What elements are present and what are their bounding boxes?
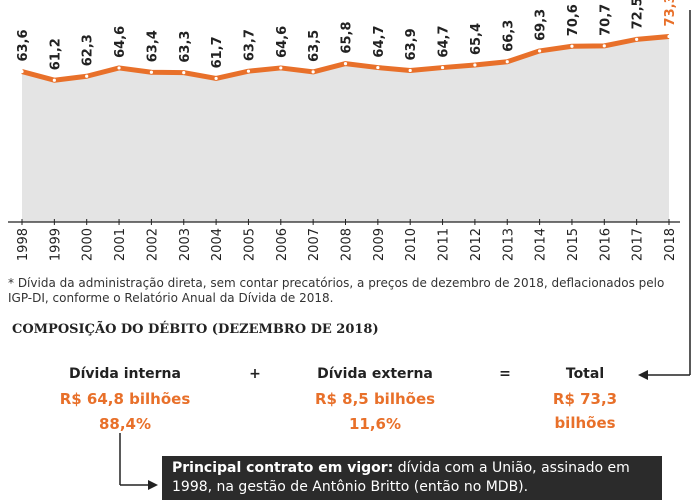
- x-tick-label: 2011: [437, 228, 452, 261]
- value-label: 73,3: [663, 0, 678, 26]
- footnote: * Dívida da administração direta, sem co…: [8, 276, 665, 305]
- value-label: 70,7: [598, 4, 613, 36]
- x-tick-label: 2001: [113, 228, 128, 261]
- label: Dívida interna: [69, 366, 181, 382]
- x-tick-label: 2005: [242, 228, 257, 261]
- x-tick-label: 2015: [566, 228, 581, 261]
- point: [311, 70, 315, 74]
- value-label: 64,7: [372, 25, 387, 57]
- share: 11,6%: [348, 415, 402, 433]
- point: [279, 66, 283, 70]
- point: [473, 63, 477, 67]
- value-label: 64,6: [113, 26, 128, 58]
- value-label: 63,3: [178, 31, 193, 63]
- x-tick-label: 2003: [178, 228, 193, 261]
- note-box: Principal contrato em vigor: dívida com …: [162, 456, 662, 500]
- point: [20, 69, 24, 74]
- plot: 63,6 1998 61,2 1999 62,3 2000 64,6 2001 63,4 2002…: [8, 0, 680, 261]
- value-label: 66,3: [501, 20, 516, 52]
- value-label: 63,4: [145, 30, 160, 62]
- value-label: 70,6: [566, 4, 581, 36]
- x-tick-label: 2008: [340, 228, 355, 261]
- arrow-head: [638, 370, 648, 380]
- point: [440, 65, 445, 70]
- value-label: 63,6: [16, 29, 31, 61]
- point: [246, 69, 251, 73]
- value-label: 63,9: [404, 28, 419, 60]
- value-label: 63,7: [242, 29, 257, 61]
- x-tick-label: 2002: [145, 228, 160, 261]
- value-label: 72,5: [631, 0, 646, 29]
- x-tick-label: 2017: [631, 228, 646, 261]
- value-label: 64,7: [437, 25, 452, 57]
- point: [117, 66, 121, 70]
- point: [149, 70, 153, 74]
- operator: =: [499, 366, 511, 382]
- x-tick-label: 2006: [275, 228, 290, 261]
- value-label: 62,3: [81, 34, 96, 66]
- note-lead: Principal contrato em vigor:: [172, 460, 394, 476]
- point: [635, 37, 639, 41]
- amount: R$ 8,5 bilhões: [314, 390, 436, 408]
- value-label: 61,7: [210, 36, 225, 68]
- x-tick-label: 2012: [469, 228, 484, 261]
- x-tick-label: 2000: [81, 228, 96, 261]
- point: [182, 71, 186, 75]
- arrow-head: [148, 480, 158, 490]
- value-label: 65,4: [469, 23, 484, 55]
- amount: R$ 73,3: [552, 390, 618, 408]
- point: [376, 65, 380, 70]
- operator: +: [249, 366, 261, 382]
- point: [343, 61, 348, 66]
- x-tick-label: 2007: [307, 228, 322, 261]
- x-tick-label: 2016: [598, 228, 613, 261]
- amount: R$ 64,8 bilhões: [59, 390, 191, 408]
- value-label: 65,8: [340, 22, 355, 54]
- x-tick-label: 1998: [16, 228, 31, 261]
- area: [22, 36, 669, 223]
- point: [505, 60, 509, 64]
- value-label: 63,5: [307, 30, 322, 62]
- label: Dívida externa: [317, 366, 433, 382]
- point: [214, 76, 218, 81]
- note-text: dívida com a União, assinado em 1998, na…: [172, 460, 630, 495]
- point: [408, 68, 412, 73]
- x-tick-label: 2014: [534, 228, 549, 261]
- point: [52, 78, 56, 82]
- value-label: 69,3: [534, 9, 549, 41]
- unit: bilhões: [554, 414, 616, 432]
- label: Total: [565, 366, 605, 382]
- point: [85, 74, 89, 78]
- x-tick-label: 2004: [210, 228, 225, 261]
- x-tick-label: 1999: [48, 228, 63, 261]
- value-label: 61,2: [48, 38, 63, 70]
- x-tick-label: 2013: [501, 228, 516, 261]
- point: [602, 44, 606, 48]
- x-tick-label: 2009: [372, 228, 387, 261]
- share: 88,4%: [98, 415, 152, 433]
- point: [538, 49, 542, 53]
- section-title: COMPOSIÇÃO DO DÉBITO (DEZEMBRO DE 2018): [12, 322, 379, 337]
- value-label: 64,6: [275, 26, 290, 58]
- point: [667, 34, 671, 39]
- point: [570, 44, 574, 48]
- x-tick-label: 2010: [404, 228, 419, 261]
- x-tick-label: 2018: [663, 228, 678, 261]
